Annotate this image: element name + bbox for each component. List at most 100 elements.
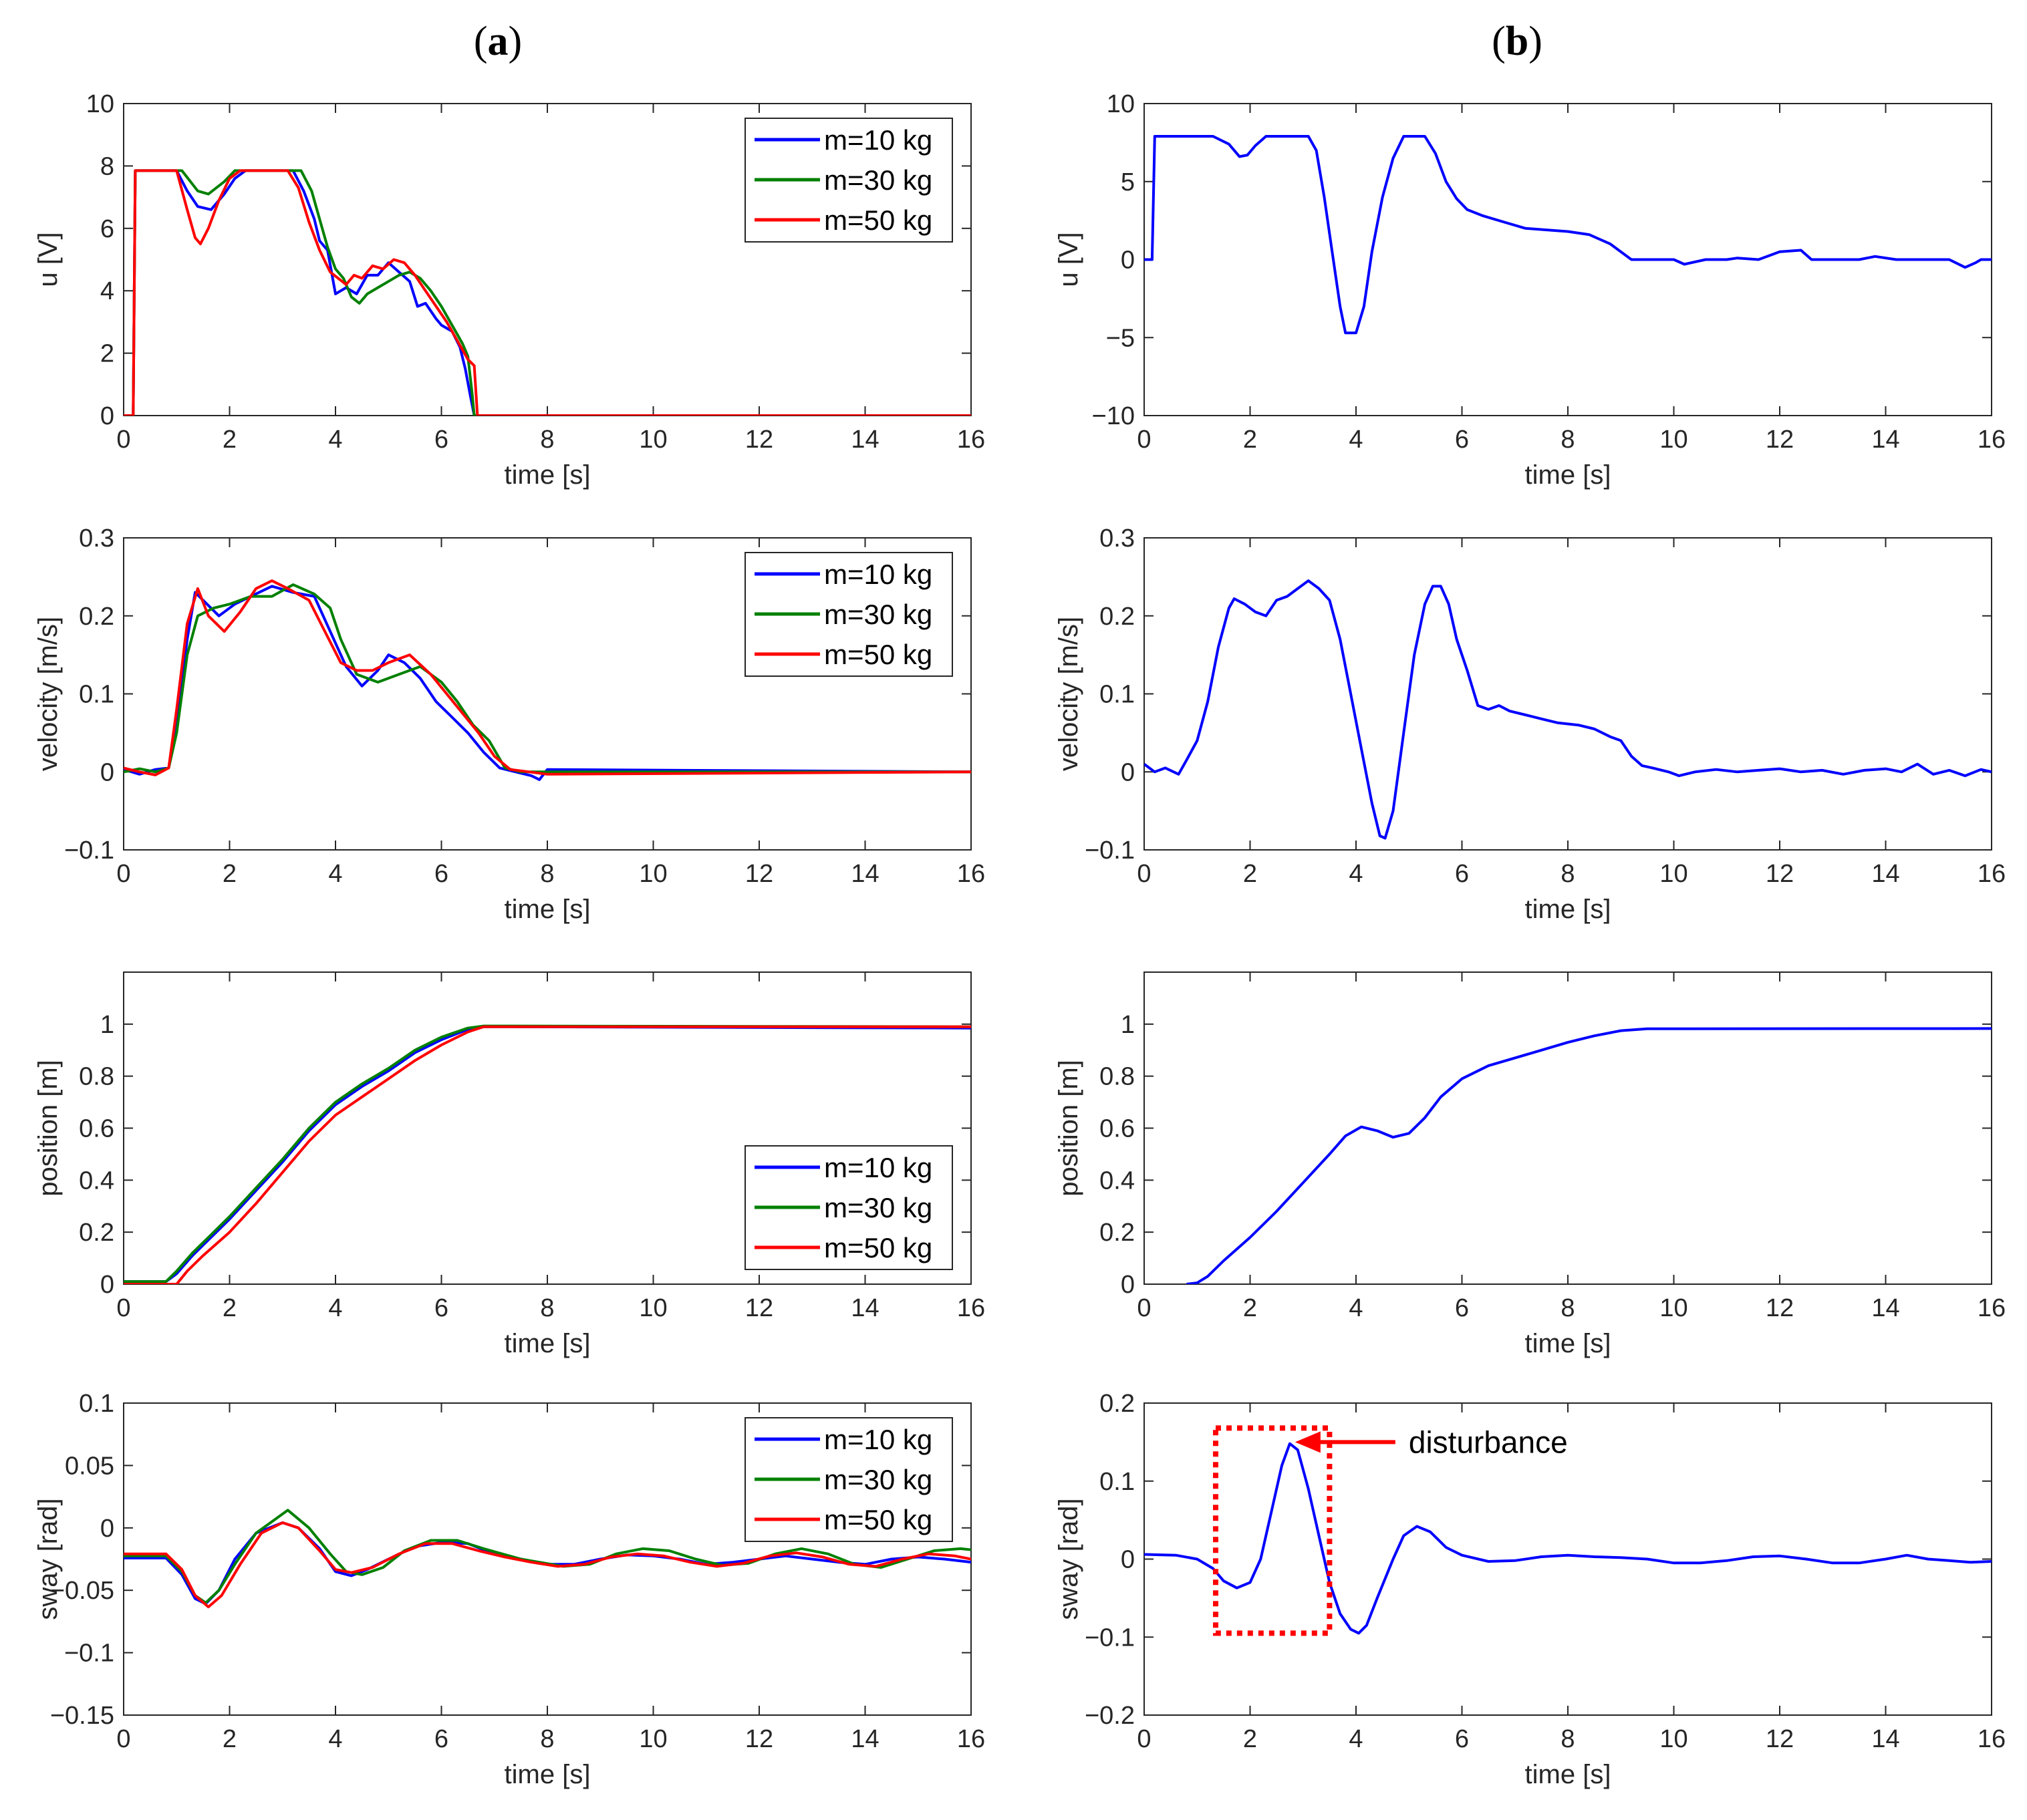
disturbance-label: disturbance	[1409, 1424, 1568, 1459]
y-tick-label: 0.1	[1099, 1468, 1135, 1496]
legend-label: m=30 kg	[824, 1192, 932, 1223]
series-group	[1144, 135, 1992, 335]
column-b-label: (b)	[1492, 19, 1542, 64]
x-tick-label: 14	[1871, 860, 1899, 888]
y-tick-label: 0.4	[1099, 1167, 1135, 1195]
y-tick-label: 0.2	[79, 1219, 114, 1247]
y-tick-label: −0.1	[64, 837, 114, 865]
y-tick-label: 0.8	[1099, 1063, 1135, 1091]
legend-label: m=30 kg	[824, 1464, 932, 1495]
x-tick-label: 8	[540, 426, 554, 454]
x-tick-label: 2	[1243, 1725, 1257, 1753]
y-axis-label: position [m]	[1054, 1060, 1083, 1197]
legend-label: m=50 kg	[824, 1232, 932, 1263]
x-tick-label: 6	[1455, 426, 1469, 454]
y-axis-label: position [m]	[33, 1060, 63, 1197]
x-tick-label: 12	[1766, 860, 1794, 888]
x-tick-label: 6	[434, 426, 448, 454]
y-tick-label: 0.8	[79, 1063, 114, 1091]
legend: m=10 kg m=30 kg m=50 kg	[745, 1145, 953, 1270]
y-tick-label: −0.1	[1085, 1624, 1135, 1652]
series-line-m-30-kg	[124, 169, 971, 416]
y-tick-label: 1	[1121, 1011, 1135, 1039]
x-tick-label: 8	[540, 1294, 554, 1322]
series-line-m-30-kg	[124, 1024, 971, 1283]
x-tick-label: 12	[1766, 426, 1794, 454]
x-tick-label: 2	[223, 1294, 237, 1322]
x-tick-label: 14	[1871, 1294, 1899, 1322]
x-tick-label: 4	[328, 860, 342, 888]
series-group	[1144, 1442, 1992, 1635]
series-group	[124, 1024, 971, 1284]
x-axis-label: time [s]	[1525, 895, 1611, 924]
x-tick-label: 4	[1349, 426, 1363, 454]
x-tick-label: 14	[851, 1294, 879, 1322]
x-axis-label: time [s]	[1525, 1760, 1611, 1789]
x-tick-label: 10	[1659, 1725, 1687, 1753]
x-axis-label: time [s]	[505, 895, 591, 924]
chart-panel-b1: 0 2 4 6 8 10 12 14 16 −10 −5 0 5 10 time [s] u [V]	[1054, 90, 2006, 490]
x-tick-label: 8	[1561, 860, 1575, 888]
x-axis-label: time [s]	[505, 460, 591, 490]
y-axis-label: velocity [m/s]	[1054, 617, 1083, 771]
x-tick-label: 10	[639, 860, 667, 888]
y-tick-label: 0	[100, 402, 114, 430]
y-tick-label: 0.3	[79, 524, 114, 553]
x-tick-label: 10	[639, 426, 667, 454]
legend-label: m=30 kg	[824, 164, 932, 196]
y-tick-label: −0.1	[64, 1640, 114, 1668]
x-tick-label: 10	[1659, 860, 1687, 888]
legend-label: m=50 kg	[824, 204, 932, 236]
x-tick-label: 4	[328, 1294, 342, 1322]
x-tick-label: 16	[1978, 426, 2006, 454]
series-group	[124, 1509, 971, 1609]
y-tick-label: 4	[100, 277, 114, 305]
y-tick-label: −0.05	[50, 1577, 114, 1605]
y-tick-label: 0	[1121, 1546, 1135, 1574]
x-tick-label: 2	[223, 1725, 237, 1753]
x-tick-label: 0	[1137, 426, 1151, 454]
x-tick-label: 4	[1349, 860, 1363, 888]
y-tick-label: 0.05	[65, 1452, 114, 1480]
chart-panel-b3: 0 2 4 6 8 10 12 14 16 0 0.2 0.4 0.6 0.8 1 time [s] posit…	[1054, 971, 2006, 1358]
x-tick-label: 16	[1978, 1725, 2006, 1753]
plot-area	[1143, 1402, 1992, 1716]
y-tick-label: −10	[1092, 402, 1135, 430]
series-line-main	[1144, 135, 1992, 335]
x-tick-label: 0	[116, 860, 130, 888]
chart-panel-b4: 0 2 4 6 8 10 12 14 16 −0.2 −0.1 0 0.1 0.2 time [s] sway…	[1054, 1390, 2006, 1789]
x-axis-label: time [s]	[505, 1329, 591, 1358]
legend-label: m=10 kg	[824, 1152, 932, 1183]
x-tick-label: 10	[639, 1294, 667, 1322]
column-a-label: (a)	[474, 19, 522, 64]
x-tick-label: 16	[957, 1294, 985, 1322]
y-tick-label: 0	[100, 1271, 114, 1299]
legend-label: m=50 kg	[824, 1504, 932, 1535]
legend: m=10 kg m=30 kg m=50 kg	[745, 118, 953, 243]
series-line-m-30-kg	[124, 1509, 971, 1604]
y-tick-label: 0.2	[79, 603, 114, 631]
x-axis-label: time [s]	[1525, 1329, 1611, 1358]
x-tick-label: 4	[328, 426, 342, 454]
x-axis-label: time [s]	[1525, 460, 1611, 490]
y-axis-label: u [V]	[1054, 232, 1083, 287]
x-tick-label: 8	[540, 860, 554, 888]
legend-label: m=30 kg	[824, 599, 932, 630]
x-tick-label: 14	[851, 1725, 879, 1753]
series-line-main	[1144, 1442, 1992, 1635]
y-tick-label: 0.1	[79, 1390, 114, 1418]
x-tick-label: 16	[1978, 860, 2006, 888]
x-tick-label: 16	[1978, 1294, 2006, 1322]
y-tick-label: 8	[100, 152, 114, 180]
series-group	[1144, 579, 1992, 840]
y-tick-label: 0	[100, 1515, 114, 1543]
y-tick-label: 5	[1121, 168, 1135, 196]
x-tick-label: 14	[1871, 426, 1899, 454]
x-tick-label: 0	[1137, 860, 1151, 888]
x-tick-label: 12	[1766, 1294, 1794, 1322]
x-tick-label: 12	[745, 860, 773, 888]
series-line-m-50-kg	[124, 1025, 971, 1284]
legend-label: m=10 kg	[824, 559, 932, 590]
